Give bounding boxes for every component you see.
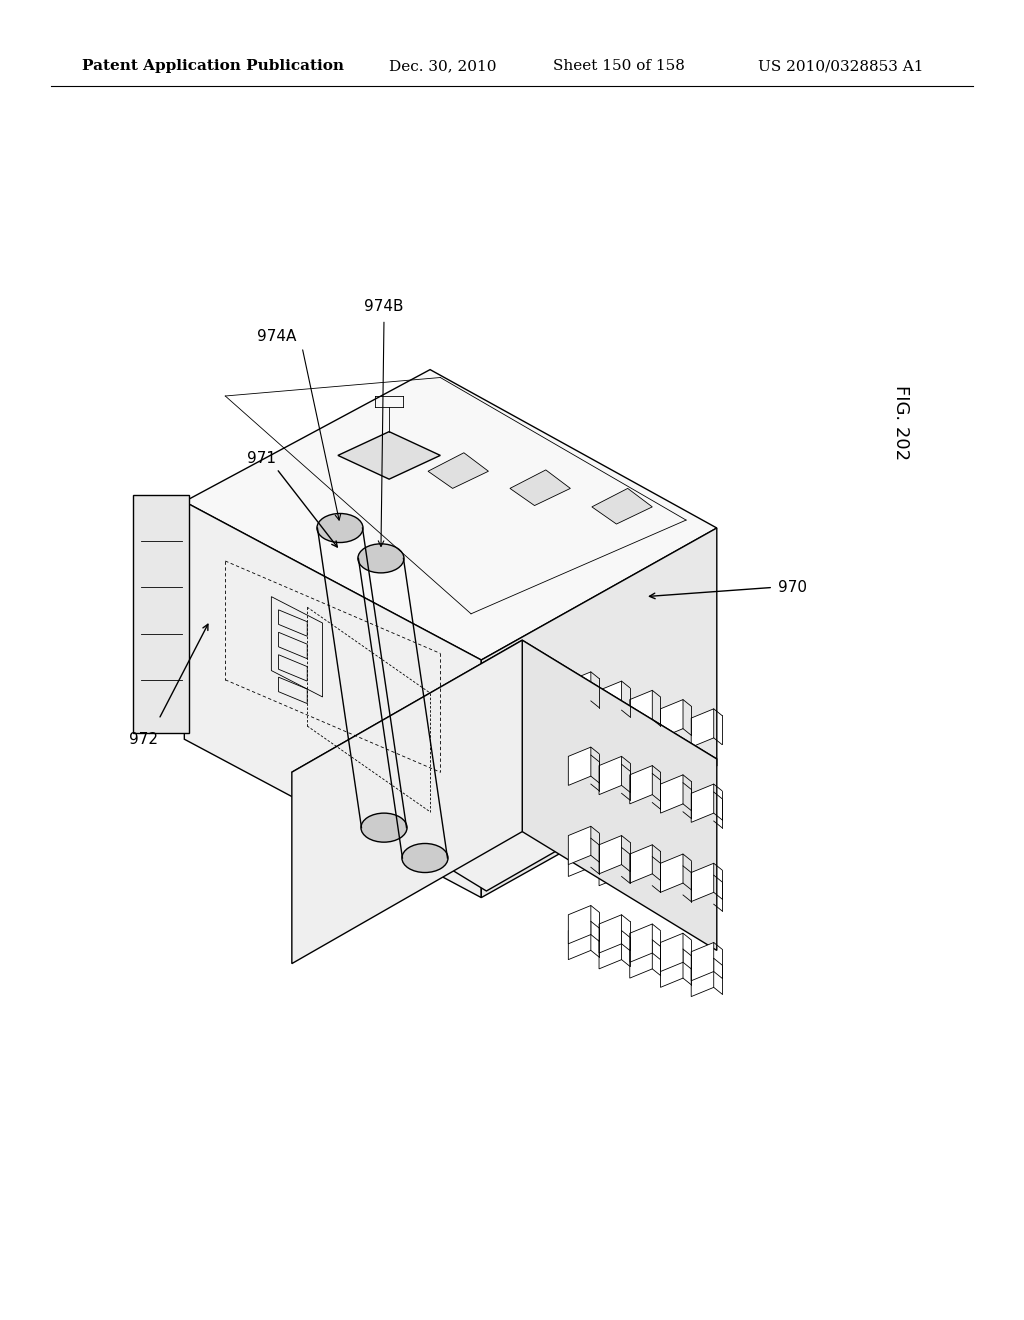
Ellipse shape [360, 813, 408, 842]
Polygon shape [599, 931, 622, 969]
Polygon shape [599, 764, 622, 803]
Polygon shape [630, 774, 652, 812]
Polygon shape [599, 915, 622, 953]
Polygon shape [522, 640, 717, 950]
Polygon shape [568, 755, 591, 793]
Polygon shape [691, 792, 714, 830]
Polygon shape [660, 700, 683, 738]
Polygon shape [630, 940, 652, 978]
Text: Patent Application Publication: Patent Application Publication [82, 59, 344, 74]
Ellipse shape [317, 513, 364, 543]
Text: Sheet 150 of 158: Sheet 150 of 158 [553, 59, 685, 74]
Polygon shape [660, 783, 683, 821]
Polygon shape [568, 921, 591, 960]
Polygon shape [660, 866, 683, 904]
Ellipse shape [358, 544, 403, 573]
Text: FIG. 202: FIG. 202 [892, 385, 910, 459]
Polygon shape [568, 672, 591, 710]
Ellipse shape [401, 843, 449, 873]
Polygon shape [481, 528, 717, 898]
Polygon shape [630, 690, 652, 729]
Polygon shape [184, 502, 481, 898]
Polygon shape [630, 766, 652, 804]
Text: 971: 971 [247, 450, 275, 466]
Polygon shape [660, 949, 683, 987]
Polygon shape [660, 775, 683, 813]
Polygon shape [292, 640, 717, 891]
Polygon shape [133, 495, 189, 733]
Polygon shape [292, 640, 522, 964]
Text: 974A: 974A [257, 329, 296, 345]
Polygon shape [568, 826, 591, 865]
Polygon shape [599, 847, 622, 886]
Polygon shape [691, 875, 714, 913]
Polygon shape [660, 854, 683, 892]
Text: 972: 972 [129, 731, 158, 747]
Polygon shape [630, 924, 652, 962]
Polygon shape [568, 906, 591, 944]
Polygon shape [592, 488, 652, 524]
Text: 970: 970 [778, 579, 807, 595]
Polygon shape [599, 756, 622, 795]
Polygon shape [660, 933, 683, 972]
Polygon shape [184, 370, 717, 660]
Polygon shape [428, 453, 488, 488]
Polygon shape [691, 709, 714, 747]
Polygon shape [691, 958, 714, 997]
Polygon shape [599, 836, 622, 874]
Polygon shape [510, 470, 570, 506]
Polygon shape [691, 863, 714, 902]
Text: 974B: 974B [365, 298, 403, 314]
Polygon shape [691, 942, 714, 981]
Polygon shape [630, 857, 652, 895]
Polygon shape [568, 747, 591, 785]
Polygon shape [691, 784, 714, 822]
Polygon shape [338, 432, 440, 479]
Polygon shape [568, 838, 591, 876]
Text: Dec. 30, 2010: Dec. 30, 2010 [389, 59, 497, 74]
Polygon shape [630, 845, 652, 883]
Text: US 2010/0328853 A1: US 2010/0328853 A1 [758, 59, 924, 74]
Polygon shape [599, 681, 622, 719]
